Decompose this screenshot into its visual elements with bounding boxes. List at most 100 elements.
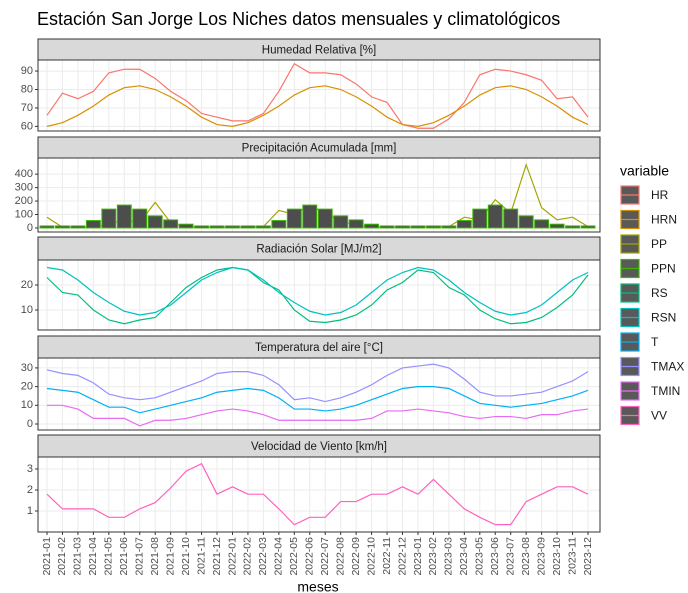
series-line [47, 404, 589, 427]
legend-label: TMIN [651, 384, 680, 398]
series-line [46, 266, 589, 316]
bar [194, 225, 210, 229]
bar [55, 225, 70, 229]
panel-title: Radiación Solar [MJ/m2] [256, 244, 381, 256]
legend-label: VV [651, 409, 667, 423]
panel-bg [38, 60, 600, 131]
panel-title: Humedad Relativa [%] [262, 45, 376, 57]
legend-label: T [651, 335, 659, 349]
x-tick-label: 2021-02 [56, 537, 68, 576]
panel-title: Temperatura del aire [°C] [255, 342, 383, 354]
y-tick-label: 30 [21, 362, 33, 374]
bar [503, 208, 519, 229]
bar [255, 225, 271, 229]
panel-border [37, 157, 601, 233]
x-tick-label: 2023-06 [489, 537, 501, 576]
legend-title: variable [620, 163, 669, 179]
legend-label: RSN [651, 311, 676, 325]
series-line [46, 62, 589, 129]
panel-border [37, 259, 601, 331]
x-tick-label: 2022-02 [242, 537, 254, 576]
x-tick-label: 2021-11 [195, 537, 207, 575]
y-tick-label: 20 [21, 381, 33, 393]
legend-label: HR [651, 188, 669, 202]
x-tick-label: 2021-09 [164, 537, 176, 576]
x-tick-label: 2022-10 [365, 537, 377, 576]
x-tick-label: 2023-05 [474, 537, 486, 576]
x-tick-label: 2022-04 [273, 537, 285, 576]
bar [225, 225, 240, 229]
y-tick-label: 90 [21, 65, 33, 77]
legend-label: TMAX [651, 360, 684, 374]
series-line [46, 85, 589, 127]
x-tick-label: 2021-10 [180, 537, 192, 576]
panel-bg [38, 358, 600, 430]
legend-label: RS [651, 286, 668, 300]
bar [456, 220, 472, 229]
y-tick-label: 100 [15, 208, 33, 220]
legend-label: PPN [651, 262, 676, 276]
y-tick-label: 60 [21, 120, 33, 132]
x-tick-label: 2023-08 [520, 537, 532, 576]
x-tick-label: 2023-12 [582, 537, 594, 576]
bar [302, 204, 318, 229]
y-tick-label: 200 [15, 195, 33, 207]
series-line [46, 462, 589, 526]
x-tick-label: 2021-07 [134, 537, 146, 576]
bar [518, 215, 534, 229]
x-tick-label: 2022-11 [381, 537, 393, 575]
panel-bg [38, 260, 600, 330]
x-tick-label: 2021-12 [211, 537, 223, 576]
x-tick-label: 2022-08 [334, 537, 346, 576]
x-tick-label: 2022-09 [350, 537, 362, 576]
bar [580, 225, 596, 229]
x-tick-label: 2022-05 [288, 537, 300, 576]
bar [271, 220, 287, 229]
x-tick-label: 2021-05 [103, 537, 115, 576]
y-tick-label: 3 [27, 463, 33, 475]
y-tick-label: 300 [15, 182, 33, 194]
y-tick-label: 0 [27, 222, 33, 234]
x-tick-label: 2022-07 [319, 537, 331, 576]
y-tick-label: 1 [27, 505, 33, 517]
bar [178, 223, 194, 229]
x-axis-title: meses [297, 579, 338, 593]
x-tick-label: 2021-08 [149, 537, 161, 576]
x-tick-label: 2022-01 [226, 537, 238, 576]
bar [240, 225, 256, 229]
y-tick-label: 70 [21, 102, 33, 114]
x-tick-label: 2023-04 [458, 537, 470, 576]
bar [39, 225, 55, 229]
bar [85, 220, 101, 229]
y-tick-label: 10 [21, 304, 33, 316]
y-tick-label: 2 [27, 484, 33, 496]
y-tick-label: 10 [21, 399, 33, 411]
y-tick-label: 0 [27, 418, 33, 430]
x-tick-label: 2023-01 [412, 537, 424, 576]
bar [534, 219, 550, 229]
x-tick-label: 2023-11 [566, 537, 578, 575]
chart-title: Estación San Jorge Los Niches datos mens… [37, 9, 560, 29]
panel-title: Precipitación Acumulada [mm] [242, 143, 397, 155]
bar [549, 223, 565, 229]
x-tick-label: 2023-10 [551, 537, 563, 576]
bar [379, 225, 395, 229]
y-tick-label: 20 [21, 279, 33, 291]
bar [348, 219, 364, 229]
bar [333, 215, 349, 229]
y-tick-label: 400 [15, 168, 33, 180]
bar [487, 204, 503, 229]
panel-border [37, 357, 601, 431]
bar [395, 225, 410, 229]
x-tick-label: 2021-04 [87, 537, 99, 576]
bar [147, 215, 163, 229]
legend-label: PP [651, 237, 667, 251]
bar [70, 225, 86, 229]
bar [209, 225, 225, 229]
x-tick-label: 2023-09 [535, 537, 547, 576]
legend-label: HRN [651, 213, 677, 227]
x-tick-label: 2022-03 [257, 537, 269, 576]
x-tick-label: 2021-06 [118, 537, 130, 576]
